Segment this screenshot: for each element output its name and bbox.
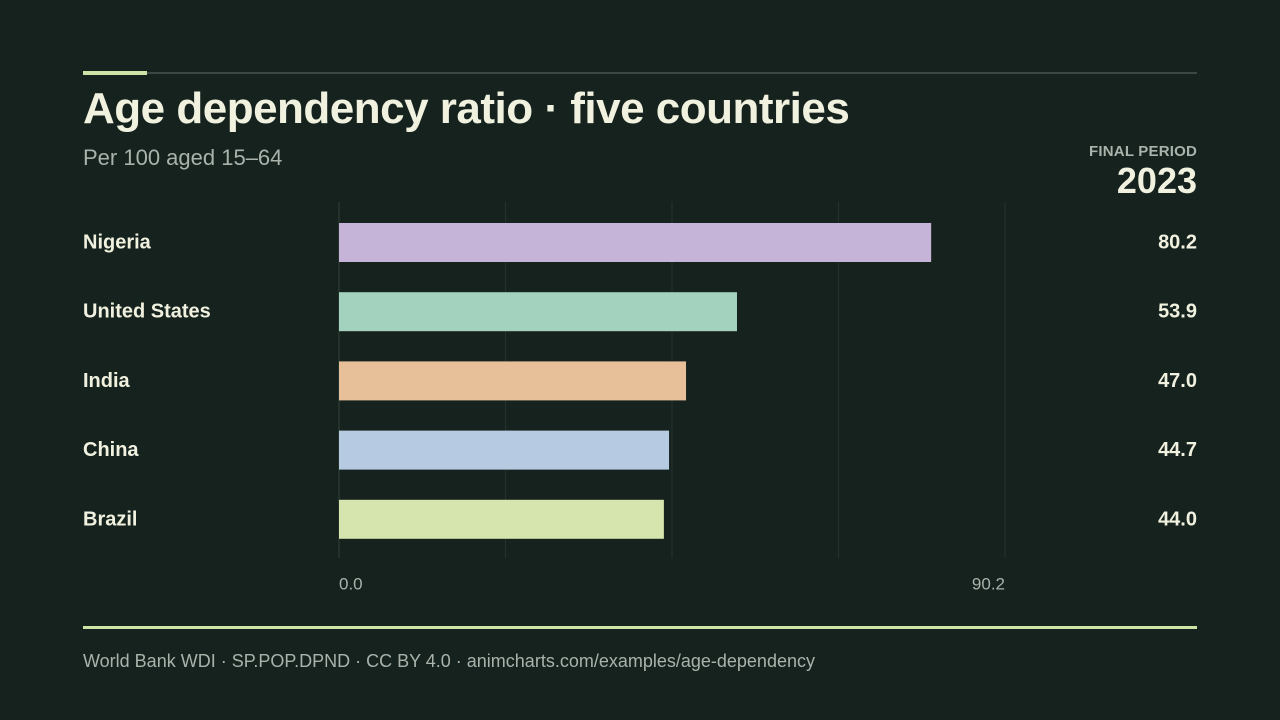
bottom-rule — [83, 626, 1197, 629]
value-label: 80.2 — [1158, 232, 1197, 254]
category-label: Nigeria — [83, 232, 152, 254]
top-rule — [83, 72, 1197, 74]
x-tick-label: 0.0 — [339, 575, 363, 594]
bar-brazil — [339, 499, 664, 539]
period-value: 2023 — [1116, 160, 1197, 201]
value-label: 44.7 — [1158, 439, 1197, 461]
source-footer: World Bank WDI · SP.POP.DPND · CC BY 4.0… — [83, 651, 815, 671]
bar-india — [339, 361, 687, 401]
category-label: India — [83, 370, 131, 392]
bar-china — [339, 430, 670, 470]
value-label: 53.9 — [1158, 301, 1197, 323]
value-label: 47.0 — [1158, 370, 1197, 392]
chart-title: Age dependency ratio · five countries — [83, 84, 850, 133]
value-label: 44.0 — [1158, 508, 1197, 530]
bar-united-states — [339, 292, 737, 332]
x-tick-label: 90.2 — [972, 575, 1005, 594]
category-label: United States — [83, 301, 211, 323]
period-label: FINAL PERIOD — [1089, 143, 1197, 160]
category-label: Brazil — [83, 508, 137, 530]
top-accent-bar — [83, 71, 147, 75]
bar-nigeria — [339, 223, 932, 262]
category-label: China — [83, 439, 139, 461]
chart-subtitle: Per 100 aged 15–64 — [83, 145, 283, 170]
